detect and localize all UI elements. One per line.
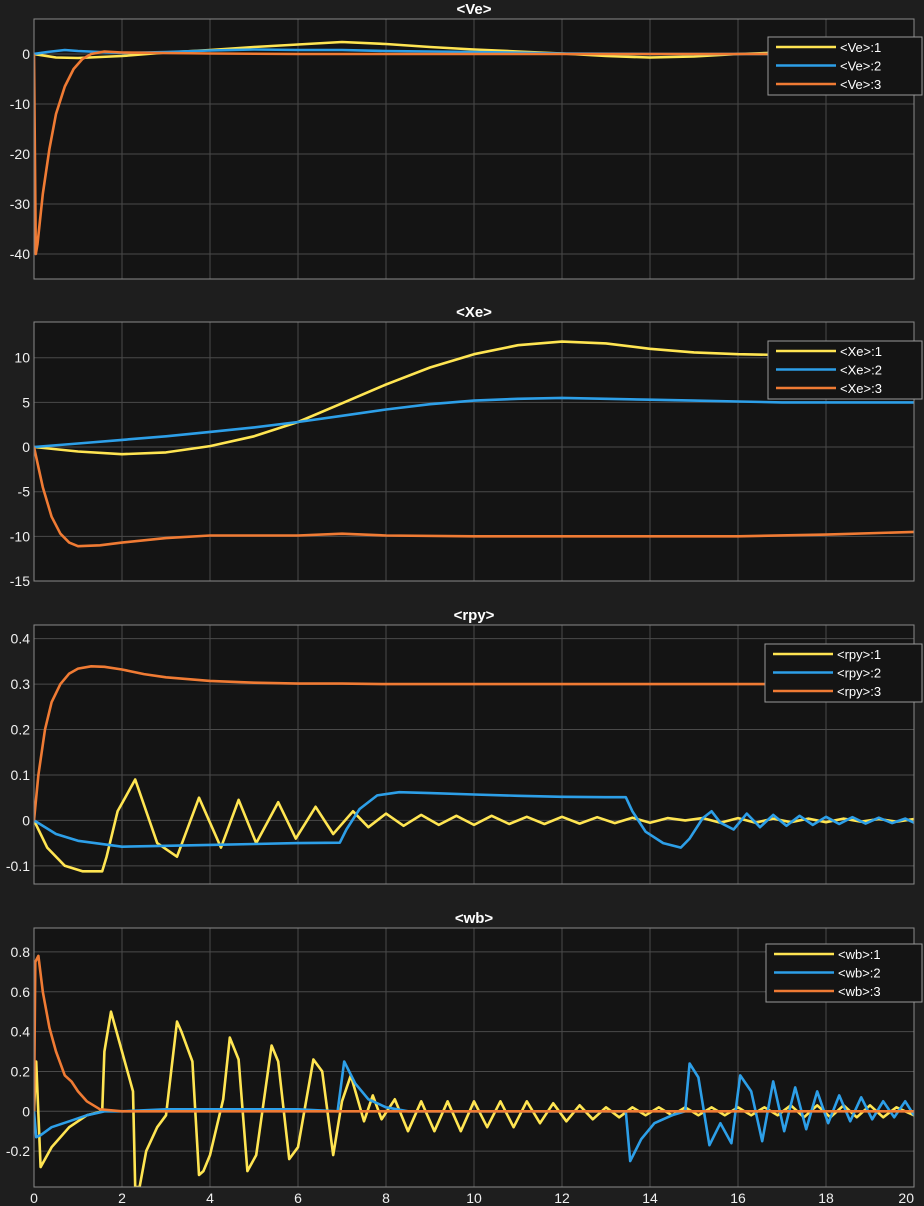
y-tick-label: 10 [14,350,30,366]
legend[interactable]: <Xe>:1 <Xe>:2 <Xe>:3 [767,340,923,400]
axes-title: <rpy> [454,607,495,624]
y-tick-label: 0.8 [11,944,31,960]
y-tick-label: -20 [10,146,30,162]
axes-3: 0.40.30.20.10-0.1<rpy><rpy>:1<rpy>:2<rpy… [6,607,923,885]
y-tick-label: 0 [22,1103,30,1119]
x-tick-label: 8 [382,1190,390,1206]
x-tick-label: 14 [642,1190,658,1206]
y-tick-label: 0.4 [11,631,31,647]
y-tick-label: 0.2 [11,722,31,738]
axes-2: 10 5 0 -5 -10 -15 <Xe> <Xe>:1 <Xe>:2 <Xe>:3 [10,304,923,589]
axes-title: <Xe> [456,304,492,321]
legend[interactable]: <rpy>:1 <rpy>:2 <rpy>:3 [764,643,923,703]
axes-border [33,321,915,582]
legend-label-3: <wb>:3 [838,984,881,999]
x-tick-label: 12 [554,1190,570,1206]
x-tick-label: 16 [730,1190,746,1206]
series-line-3 [34,50,914,256]
legend-label-2: <wb>:2 [838,966,881,981]
y-tick-label: 0.3 [11,676,31,692]
legend-label-1: <wb>:1 [838,947,881,962]
legend-label-1: <Xe>:1 [840,344,882,359]
y-tick-label: -0.1 [6,858,30,874]
y-tick-label: 5 [22,394,30,410]
y-tick-label: -15 [10,573,30,589]
axes-title: <Ve> [456,1,491,18]
axes-1: 0 -10 -20 -30 -40 <Ve> <Ve>:1 <Ve>:2 <Ve>:3 [10,1,923,280]
y-tick-label: 0.6 [11,984,31,1000]
series-line-3 [34,664,914,821]
series-line-1 [34,1010,914,1187]
y-tick-label: 0 [22,812,30,828]
series-line-3 [34,954,914,1113]
legend-label-3: <rpy>:3 [837,684,881,699]
x-tick-label: 18 [818,1190,834,1206]
x-tick-label: 4 [206,1190,214,1206]
axes-title: <wb> [455,910,494,927]
series-line-1 [34,340,914,456]
series-line-3 [34,446,914,548]
y-tick-label: -5 [18,484,31,500]
x-tick-label: 6 [294,1190,302,1206]
axes-border [33,624,915,885]
y-tick-label: -0.2 [6,1143,30,1159]
legend-label-2: <Ve>:2 [840,59,881,74]
y-tick-label: 0 [22,439,30,455]
axes-border [33,18,915,280]
legend-label-1: <rpy>:1 [837,647,881,662]
y-tick-label: -10 [10,96,30,112]
y-tick-label: 0.2 [11,1063,31,1079]
series-line-1 [34,778,914,873]
legend-label-1: <Ve>:1 [840,40,881,55]
x-tick-label: 2 [118,1190,126,1206]
axes-border [33,927,915,1188]
y-tick-label: 0.1 [11,767,31,783]
legend[interactable]: <wb>:1 <wb>:2 <wb>:3 [765,943,923,1003]
y-tick-label: -10 [10,528,30,544]
legend-label-3: <Xe>:3 [840,381,882,396]
legend-label-3: <Ve>:3 [840,77,881,92]
legend[interactable]: <Ve>:1 <Ve>:2 <Ve>:3 [767,36,923,96]
x-tick-label: 10 [466,1190,482,1206]
series-line-2 [34,396,914,449]
y-tick-label: -30 [10,196,30,212]
y-tick-label: -40 [10,246,30,262]
x-tick-label: 20 [898,1190,914,1206]
y-tick-label: 0.4 [11,1024,31,1040]
axes-4: 0.8 0.6 0.4 0.2 0 -0.2 0 2 4 6 8 10 12 14 16 18 20 <wb> <w… [6,910,923,1206]
series-line-2 [34,790,914,849]
y-tick-label: 0 [22,46,30,62]
x-tick-label: 0 [30,1190,38,1206]
legend-label-2: <rpy>:2 [837,666,881,681]
legend-label-2: <Xe>:2 [840,363,882,378]
